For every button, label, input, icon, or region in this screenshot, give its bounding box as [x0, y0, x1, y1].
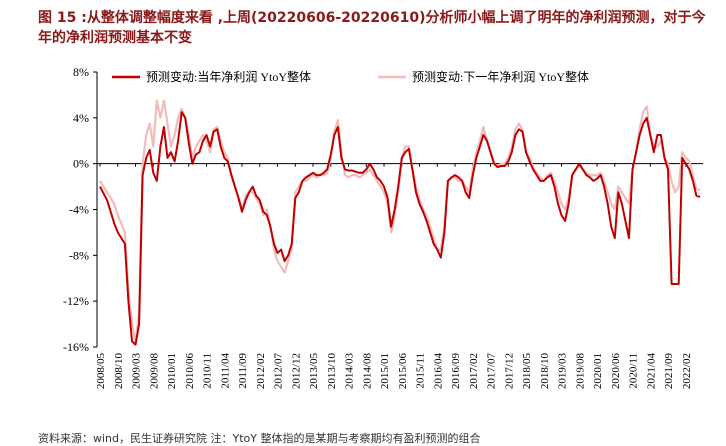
figure-title: 图 15 :从整体调整幅度来看 ,上周(20220606-20220610)分析… — [38, 10, 706, 46]
x-tick-label: 2009/08 — [148, 353, 160, 390]
x-tick-label: 2016/09 — [450, 353, 462, 390]
y-tick-label: 4% — [73, 111, 89, 125]
x-tick-label: 2021/09 — [663, 353, 675, 390]
x-tick-label: 2012/02 — [255, 353, 267, 389]
legend-label-current-year: 预测变动:当年净利润 YtoY整体 — [146, 69, 311, 84]
y-tick-label: 0% — [73, 157, 89, 171]
x-tick-label: 2009/03 — [131, 353, 143, 390]
x-tick-label: 2019/03 — [557, 353, 569, 390]
legend-label-next-year: 预测变动:下一年净利润 YtoY整体 — [412, 69, 589, 84]
x-tick-label: 2016/04 — [432, 353, 444, 390]
series-layer — [99, 99, 701, 346]
x-tick-label: 2018/10 — [539, 353, 551, 390]
x-tick-label: 2011/04 — [219, 353, 231, 389]
y-tick-label: -8% — [69, 248, 89, 262]
x-tick-label: 2022/02 — [681, 353, 693, 389]
x-tick-label: 2020/06 — [610, 353, 622, 390]
x-tick-label: 2020/11 — [628, 353, 640, 389]
y-tick-label: -12% — [63, 294, 89, 308]
x-tick-label: 2008/05 — [95, 353, 107, 390]
x-tick-label: 2008/10 — [113, 353, 125, 390]
x-tick-label: 2017/02 — [468, 353, 480, 389]
x-tick-label: 2013/10 — [326, 353, 338, 390]
y-tick-label: -4% — [69, 203, 89, 217]
x-tick-label: 2019/08 — [574, 353, 586, 390]
y-axis: 8% 4% 0% -4% -8% -12% -16% — [63, 65, 98, 354]
x-tick-label: 2014/08 — [361, 353, 373, 390]
x-tick-label: 2020/01 — [592, 353, 604, 389]
x-tick-label: 2017/12 — [503, 353, 515, 389]
x-tick-label: 2014/03 — [344, 353, 356, 390]
x-tick-label: 2013/05 — [308, 353, 320, 390]
x-tick-label: 2011/09 — [237, 353, 249, 389]
x-tick-label: 2017/07 — [486, 353, 498, 390]
x-tick-label: 2010/06 — [184, 353, 196, 390]
legend: 预测变动:当年净利润 YtoY整体 预测变动:下一年净利润 YtoY整体 — [112, 69, 589, 84]
y-tick-label: 8% — [73, 65, 89, 79]
x-tick-label: 2015/11 — [415, 353, 427, 389]
x-tick-label: 2010/01 — [166, 353, 178, 389]
x-tick-label: 2015/06 — [397, 353, 409, 390]
x-tick-label: 2012/12 — [290, 353, 302, 389]
x-tick-label: 2010/11 — [202, 353, 214, 389]
y-tick-label: -16% — [63, 340, 89, 354]
series-line-current-year — [99, 111, 701, 346]
x-tick-label: 2018/05 — [521, 353, 533, 390]
x-tick-label: 2021/04 — [645, 353, 657, 390]
x-axis: 2008/05 2008/10 2009/03 2009/08 2010/01 2010/… — [95, 163, 703, 390]
source-note: 资料来源：wind，民生证券研究院 注：YtoY 整体指的是某期与考察期均有盈利… — [38, 432, 481, 445]
x-tick-label: 2012/07 — [273, 353, 285, 390]
x-tick-label: 2015/01 — [379, 353, 391, 389]
